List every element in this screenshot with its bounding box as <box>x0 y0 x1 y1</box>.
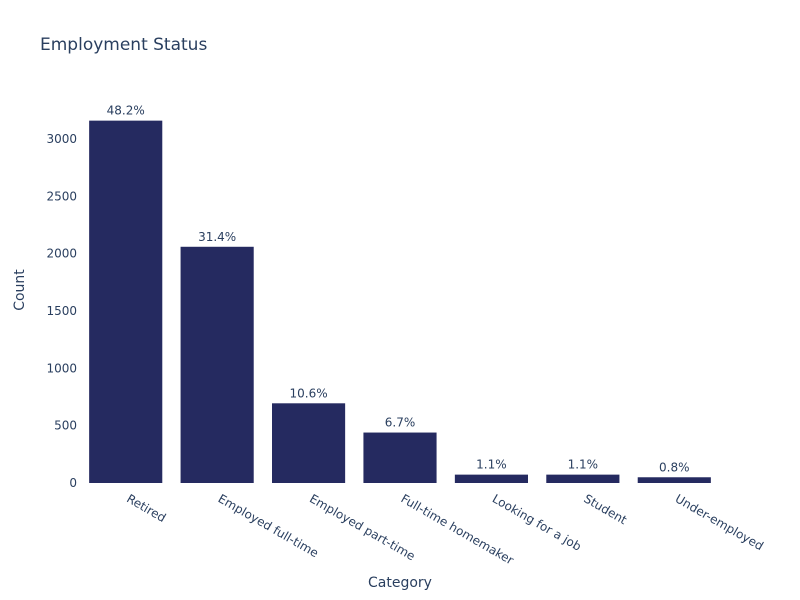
y-tick-label: 500 <box>54 419 77 433</box>
bar <box>272 403 346 483</box>
x-axis-title: Category <box>368 575 432 591</box>
y-tick-label: 1500 <box>46 304 77 318</box>
y-tick-label: 1000 <box>46 361 77 375</box>
bar-data-label: 1.1% <box>476 458 507 472</box>
y-tick-label: 3000 <box>46 132 77 146</box>
x-tick-label: Employed full-time <box>216 491 321 560</box>
bar <box>180 246 254 483</box>
bar <box>637 477 711 483</box>
y-tick-label: 2000 <box>46 247 77 261</box>
y-tick-label: 2500 <box>46 189 77 203</box>
bar <box>89 120 163 483</box>
y-axis-ticks: 0 500 1000 1500 2000 2500 3000 <box>46 132 77 490</box>
y-tick-label: 0 <box>69 476 77 490</box>
y-axis-title: Count <box>12 269 28 311</box>
data-labels: 48.2% 31.4% 10.6% 6.7% 1.1% 1.1% 0.8% <box>107 104 690 475</box>
bar <box>363 432 437 483</box>
bar <box>546 474 620 483</box>
chart-title: Employment Status <box>40 35 207 55</box>
x-tick-label: Under-employed <box>673 491 766 553</box>
bars <box>89 120 711 483</box>
bar <box>454 474 528 483</box>
x-tick-label: Retired <box>124 491 168 525</box>
bar-data-label: 48.2% <box>107 104 145 118</box>
x-tick-label: Student <box>581 491 629 527</box>
bar-data-label: 31.4% <box>198 230 236 244</box>
bar-data-label: 6.7% <box>385 416 416 430</box>
x-tick-label: Looking for a job <box>490 491 584 553</box>
bar-data-label: 0.8% <box>659 460 690 474</box>
bar-data-label: 1.1% <box>568 458 599 472</box>
bar-data-label: 10.6% <box>290 386 328 400</box>
